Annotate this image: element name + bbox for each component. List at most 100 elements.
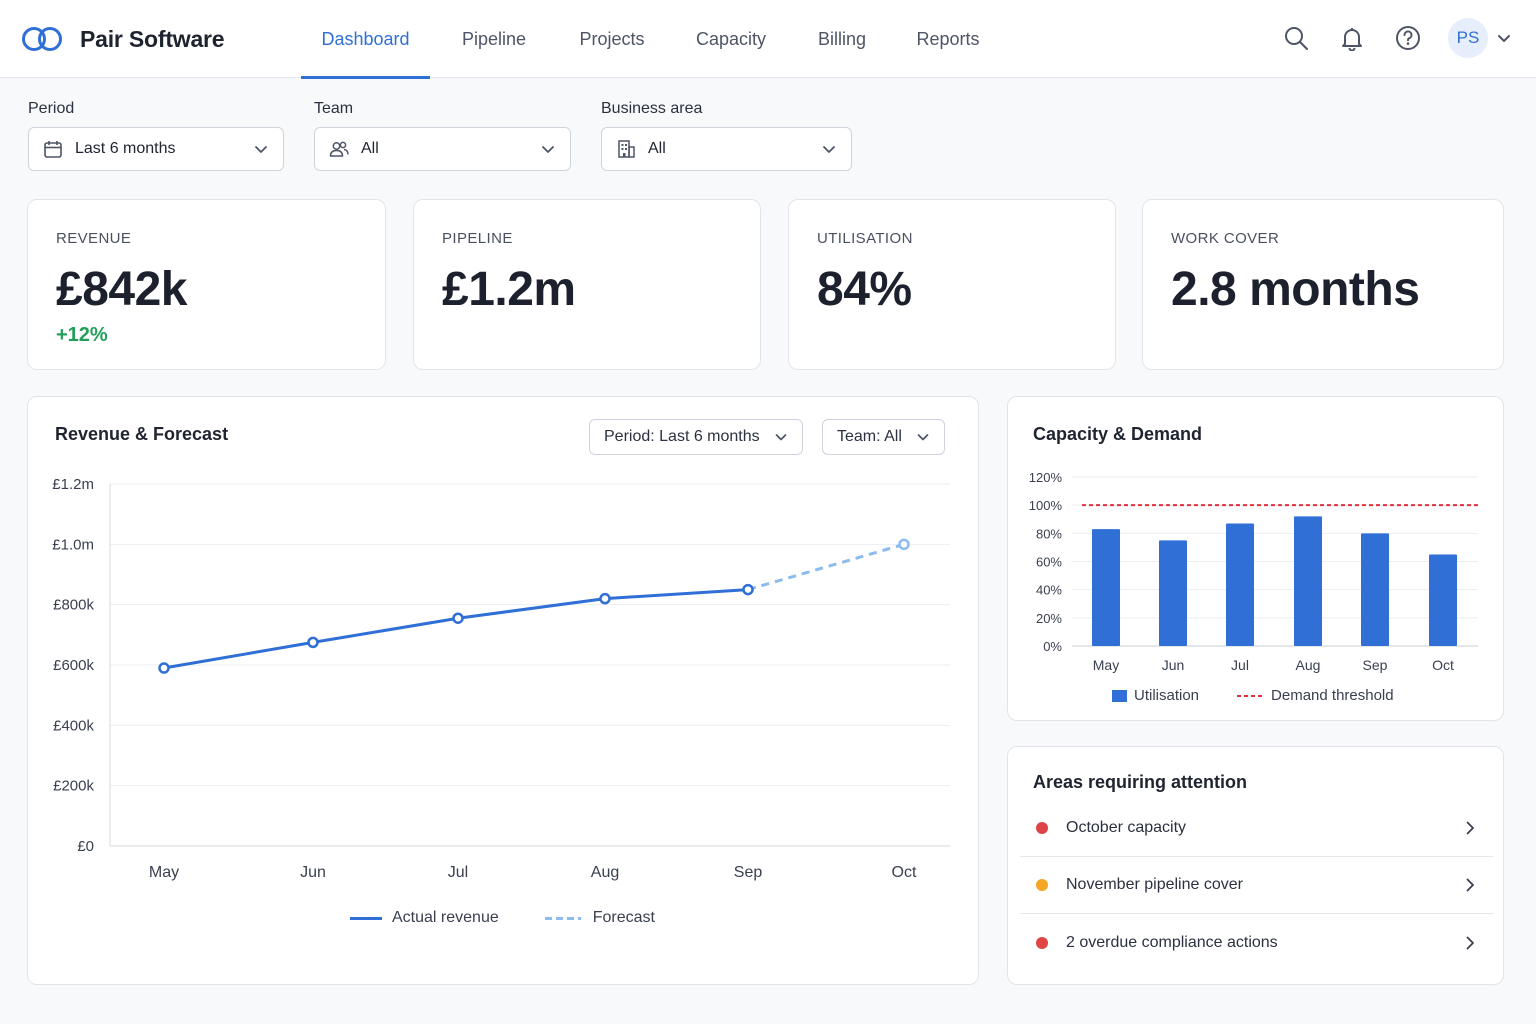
- attention-item-label: October capacity: [1066, 819, 1187, 836]
- business-area-select[interactable]: All: [601, 127, 852, 171]
- y-tick-label: £1.2m: [52, 476, 94, 493]
- top-navigation-bar: Pair Software Dashboard Pipeline Project…: [0, 0, 1536, 79]
- y-tick-label: £600k: [53, 657, 94, 674]
- nav-tab-billing[interactable]: Billing: [817, 28, 867, 49]
- legend-item-forecast: Forecast: [544, 909, 655, 927]
- chevron-down-icon[interactable]: [1496, 29, 1514, 47]
- legend-swatch-utilisation: [1112, 689, 1127, 702]
- building-icon: [616, 139, 636, 159]
- y-tick-label: £400k: [53, 717, 94, 734]
- y-tick-label: £1.0m: [52, 536, 94, 553]
- y-tick-label: 0%: [1043, 639, 1062, 654]
- nav-tab-pipeline[interactable]: Pipeline: [461, 28, 527, 49]
- brand[interactable]: Pair Software: [22, 24, 225, 54]
- x-tick-label: Aug: [591, 864, 619, 881]
- utilisation-bar: [1429, 554, 1457, 646]
- kpi-delta: +12%: [56, 324, 108, 346]
- search-icon[interactable]: [1276, 18, 1316, 58]
- team-chip[interactable]: Team: All: [822, 419, 945, 455]
- utilisation-bar: [1226, 523, 1254, 646]
- period-chip-label: Period: Last 6 months: [604, 428, 760, 445]
- attention-item[interactable]: November pipeline cover: [1020, 857, 1493, 914]
- y-tick-label: 20%: [1036, 611, 1062, 626]
- nav-tab-reports[interactable]: Reports: [916, 28, 980, 49]
- kpi-label: REVENUE: [56, 230, 132, 247]
- kpi-card-utilisation: UTILISATION 84%: [788, 199, 1116, 370]
- actual-revenue-point: [158, 662, 170, 674]
- chevron-down-icon: [916, 430, 930, 444]
- utilisation-bar: [1361, 533, 1389, 646]
- capacity-chart-legend: Utilisation Demand threshold: [1112, 687, 1394, 704]
- status-dot-red: [1036, 822, 1048, 834]
- legend-swatch-forecast: [544, 916, 581, 920]
- attention-panel: Areas requiring attention October capaci…: [1007, 746, 1504, 985]
- period-select-value: Last 6 months: [75, 140, 176, 157]
- revenue-chart-legend: Actual revenue Forecast: [350, 909, 655, 927]
- forecast-line: [747, 542, 905, 592]
- panel-title: Capacity & Demand: [1033, 424, 1203, 444]
- brand-logo-icon: [22, 24, 64, 54]
- team-chip-label: Team: All: [837, 428, 902, 445]
- chevron-down-icon: [821, 141, 837, 157]
- business-area-filter-label: Business area: [601, 100, 703, 117]
- period-filter-label: Period: [28, 100, 75, 117]
- x-tick-label: Jun: [300, 864, 326, 881]
- kpi-value: 84%: [817, 263, 912, 316]
- y-tick-label: 40%: [1036, 583, 1062, 598]
- period-chip[interactable]: Period: Last 6 months: [589, 419, 803, 455]
- forecast-point: [898, 538, 910, 551]
- help-icon[interactable]: [1388, 18, 1428, 58]
- legend-label-actual: Actual revenue: [392, 909, 499, 926]
- x-tick-label: Sep: [1363, 657, 1388, 673]
- x-tick-label: Aug: [1296, 657, 1321, 673]
- actual-revenue-line: [163, 588, 749, 670]
- y-tick-label: £0: [77, 838, 94, 855]
- actual-revenue-point: [307, 636, 319, 649]
- capacity-demand-panel: Capacity & Demand 0% 20% 40% 60% 80% 100% 120%…: [1007, 396, 1504, 721]
- actual-revenue-point: [452, 612, 464, 624]
- x-tick-label: Oct: [892, 864, 917, 881]
- calendar-icon: [43, 139, 63, 159]
- period-select[interactable]: Last 6 months: [28, 127, 284, 171]
- team-filter: Team All: [314, 100, 571, 171]
- legend-label-threshold: Demand threshold: [1271, 687, 1394, 704]
- attention-item-label: November pipeline cover: [1066, 876, 1243, 893]
- bell-icon[interactable]: [1332, 18, 1372, 58]
- chevron-right-icon: [1461, 876, 1479, 894]
- kpi-value: £1.2m: [442, 263, 576, 316]
- kpi-value: 2.8 months: [1171, 263, 1420, 316]
- business-area-select-value: All: [648, 140, 666, 157]
- kpi-label: WORK COVER: [1171, 230, 1280, 247]
- brand-name: Pair Software: [80, 25, 225, 52]
- nav-tab-dashboard[interactable]: Dashboard: [301, 0, 430, 79]
- nav-tab-capacity[interactable]: Capacity: [695, 28, 767, 49]
- status-dot-red: [1036, 936, 1048, 949]
- legend-label-utilisation: Utilisation: [1134, 687, 1200, 704]
- kpi-value: £842k: [56, 263, 187, 316]
- y-tick-label: £200k: [53, 778, 94, 795]
- team-select[interactable]: All: [314, 127, 571, 171]
- x-tick-label: Jun: [1162, 657, 1185, 673]
- revenue-line-chart: £0 £200k £400k £600k £800k £1.0m £1.2m May Jun Ju…: [52, 476, 950, 881]
- attention-item-label: 2 overdue compliance actions: [1066, 933, 1278, 951]
- x-tick-label: May: [1093, 657, 1119, 673]
- y-tick-label: £800k: [53, 597, 94, 614]
- team-select-value: All: [361, 140, 379, 157]
- legend-swatch-threshold: [1237, 694, 1266, 697]
- kpi-label: UTILISATION: [817, 230, 913, 247]
- nav-tab-projects[interactable]: Projects: [579, 28, 645, 49]
- x-tick-label: May: [149, 864, 179, 881]
- actual-revenue-point: [742, 583, 754, 596]
- legend-label-forecast: Forecast: [592, 909, 655, 926]
- team-filter-label: Team: [314, 100, 354, 117]
- attention-item[interactable]: October capacity: [1020, 800, 1493, 857]
- actual-revenue-point: [599, 592, 611, 605]
- y-tick-label: 60%: [1036, 555, 1062, 570]
- y-tick-label: 80%: [1036, 526, 1062, 541]
- chevron-right-icon: [1461, 934, 1479, 952]
- capacity-bar-chart: 0% 20% 40% 60% 80% 100% 120% May Jun Jul Aug Sep Oct: [1029, 470, 1478, 673]
- kpi-card-work-cover: WORK COVER 2.8 months: [1142, 199, 1504, 370]
- user-avatar[interactable]: PS: [1448, 18, 1488, 58]
- attention-item[interactable]: 2 overdue compliance actions: [1020, 914, 1493, 971]
- chevron-down-icon: [540, 141, 556, 157]
